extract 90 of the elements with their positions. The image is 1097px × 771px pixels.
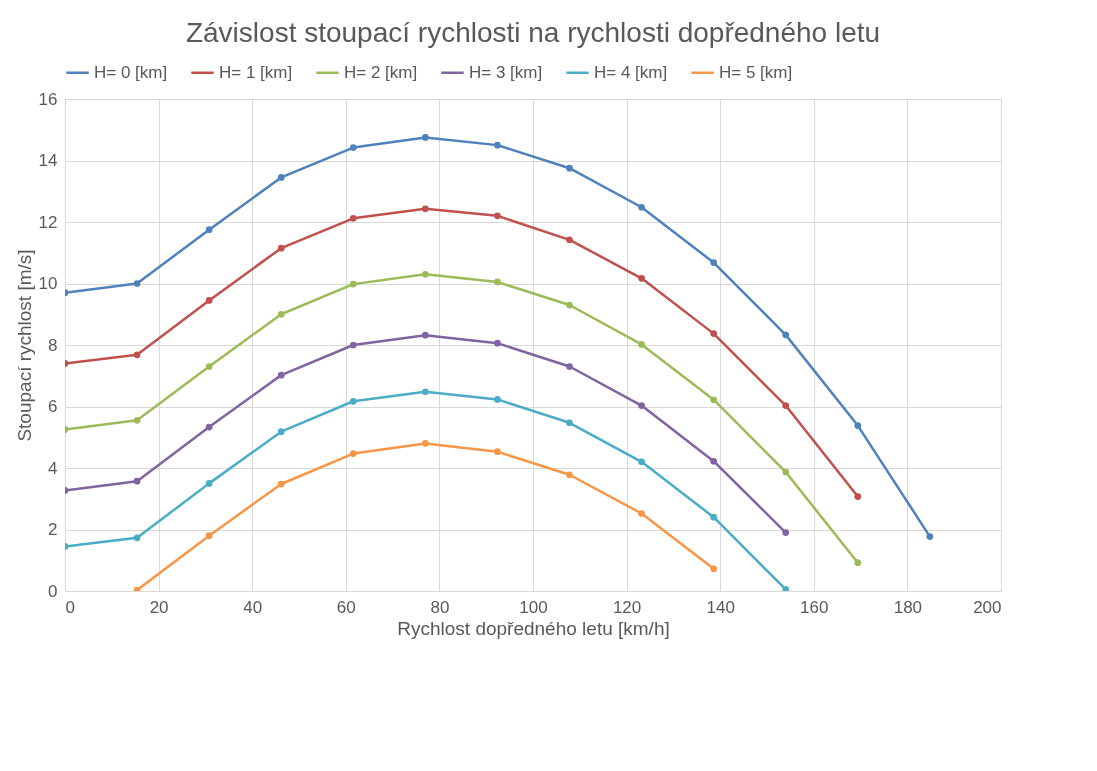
point (277, 480, 285, 488)
legend-label: H= 2 [km] (344, 62, 418, 82)
x-tick-label: 40 (243, 597, 263, 617)
point (566, 164, 573, 172)
point (349, 397, 357, 405)
x-tick-label: 60 (336, 597, 356, 617)
point (638, 274, 645, 282)
legend-label: H= 4 [km] (594, 62, 668, 82)
point (566, 236, 573, 244)
x-tick-label: 80 (430, 597, 450, 617)
point (710, 565, 717, 573)
y-axis-title: Stoupací rychlost [m/s] (13, 249, 35, 442)
y-tick-label: 2 (48, 520, 58, 539)
point (133, 416, 141, 424)
point (422, 331, 429, 339)
point (133, 351, 141, 359)
point (638, 510, 645, 517)
point (277, 244, 285, 252)
x-tick-label: 100 (519, 597, 548, 617)
point (710, 396, 717, 404)
point (854, 559, 862, 567)
point (422, 440, 429, 447)
point (422, 270, 429, 278)
point (205, 226, 213, 234)
y-tick-label: 14 (38, 151, 58, 170)
point (854, 493, 862, 500)
point (205, 363, 213, 370)
point (494, 339, 501, 347)
point (277, 174, 285, 181)
point (349, 144, 357, 151)
point (566, 419, 573, 427)
point (638, 203, 645, 211)
x-tick-label: 140 (706, 597, 735, 617)
point (566, 471, 573, 479)
point (349, 280, 357, 288)
point (277, 310, 285, 318)
y-tick-label: 0 (48, 581, 58, 601)
point (926, 533, 934, 540)
x-tick-label: 0 (65, 597, 75, 617)
legend-label: H= 0 [km] (94, 62, 168, 82)
y-tick-label: 8 (48, 335, 58, 355)
x-tick-label: 180 (893, 597, 923, 617)
point (638, 402, 645, 409)
point (205, 532, 213, 539)
point (782, 468, 790, 476)
point (494, 448, 501, 456)
y-tick-label: 6 (48, 397, 58, 416)
point (349, 341, 357, 349)
point (710, 513, 717, 521)
point (133, 280, 141, 287)
point (494, 212, 501, 220)
point (205, 423, 213, 431)
point (422, 205, 429, 213)
point (349, 450, 357, 457)
legend-label: H= 3 [km] (469, 62, 543, 82)
point (205, 297, 213, 304)
point (782, 402, 790, 409)
x-tick-label: 160 (800, 597, 829, 617)
point (494, 141, 501, 149)
point (133, 534, 141, 542)
point (277, 428, 285, 436)
point (205, 480, 213, 487)
legend-label: H= 5 [km] (719, 62, 793, 82)
point (494, 396, 501, 403)
point (494, 278, 501, 286)
point (277, 371, 285, 379)
point (782, 331, 790, 339)
point (133, 477, 141, 485)
legend-label: H= 1 [km] (219, 62, 293, 82)
chart-title: Závislost stoupací rychlosti na rychlosti dopředného letu (185, 17, 881, 48)
point (710, 259, 717, 266)
y-tick-label: 10 (38, 274, 58, 293)
point (638, 458, 645, 466)
point (566, 301, 573, 309)
point (638, 341, 645, 348)
y-tick-label: 16 (38, 89, 58, 109)
point (422, 134, 429, 141)
x-axis-title: Rychlost dopředného letu [km/h] (397, 617, 670, 639)
point (710, 457, 717, 465)
point (422, 388, 429, 396)
point (782, 529, 790, 536)
point (854, 422, 862, 429)
x-tick-label: 20 (149, 597, 169, 617)
x-tick-label: 200 (973, 597, 1002, 617)
y-tick-label: 12 (38, 212, 58, 232)
x-tick-label: 120 (612, 597, 642, 617)
point (566, 363, 573, 370)
point (710, 330, 717, 337)
y-tick-label: 4 (48, 458, 58, 478)
point (349, 214, 357, 222)
